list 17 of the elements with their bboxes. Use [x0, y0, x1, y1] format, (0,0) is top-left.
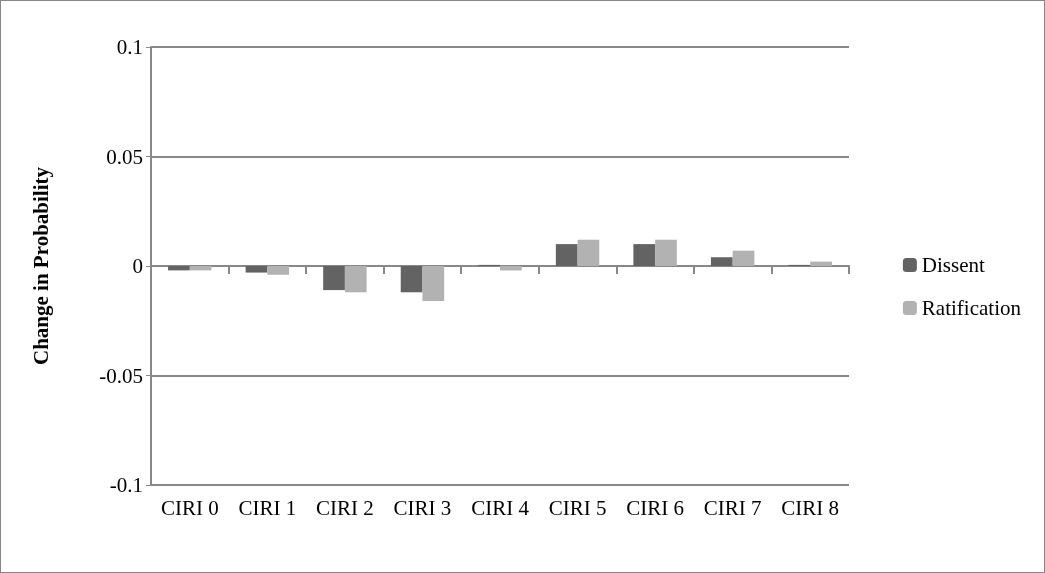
x-tick-label: CIRI 6: [626, 495, 684, 520]
x-tick-label: CIRI 0: [160, 495, 219, 520]
y-axis-title: Change in Probability: [28, 166, 53, 365]
x-tick-label: CIRI 2: [316, 495, 374, 520]
x-tick-label: CIRI 3: [393, 495, 452, 520]
x-tick-label: CIRI 7: [703, 495, 762, 520]
x-tick-label: CIRI 5: [548, 495, 607, 520]
x-tick-label: CIRI 1: [238, 495, 297, 520]
x-tick-label: CIRI 8: [781, 495, 840, 520]
legend-label: Dissent: [921, 253, 986, 277]
y-tick-label: -0.1: [109, 473, 143, 497]
y-tick-label: 0.05: [106, 144, 143, 169]
legend-label: Ratification: [921, 296, 1022, 320]
y-tick-label: -0.05: [99, 363, 143, 388]
x-tick-label: CIRI 4: [471, 495, 530, 520]
y-tick-label: 0: [132, 254, 143, 278]
y-tick-label: 0.1: [116, 35, 143, 59]
